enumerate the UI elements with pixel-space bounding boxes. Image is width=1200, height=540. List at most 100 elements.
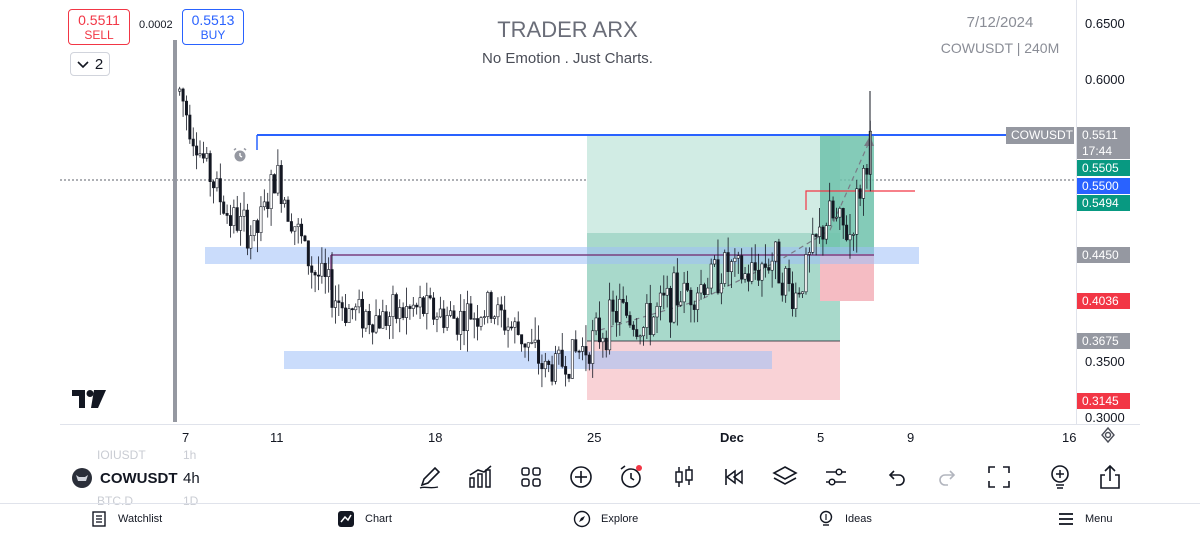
candle-body	[435, 316, 439, 320]
nav-ideas[interactable]: Ideas	[817, 510, 872, 528]
candle-body	[418, 297, 422, 308]
grid-icon[interactable]	[517, 463, 545, 491]
candle-body	[520, 334, 524, 345]
spread-value: 0.0002	[139, 19, 173, 31]
candle-body	[845, 224, 849, 241]
candle-body	[719, 283, 723, 294]
indicators-icon[interactable]	[466, 463, 494, 491]
share-icon[interactable]	[1096, 463, 1124, 491]
candle-body	[753, 262, 757, 271]
candle-body	[509, 326, 513, 329]
candle-body	[787, 268, 791, 284]
price-scale[interactable]	[1076, 0, 1140, 424]
interval-selector[interactable]: 4h	[183, 470, 200, 487]
candle-body	[614, 311, 618, 323]
candle-body	[506, 326, 510, 331]
candle-body	[567, 373, 571, 379]
candle-body	[608, 299, 612, 351]
chevron-down-icon	[77, 56, 89, 73]
settings-sliders-icon[interactable]	[822, 463, 850, 491]
candle-body	[655, 306, 659, 318]
symbol-selector[interactable]: COWUSDT	[72, 468, 178, 488]
candle-body	[428, 295, 432, 299]
candle-body	[597, 317, 601, 343]
time-tick: 11	[270, 430, 284, 445]
candle-body	[452, 310, 456, 319]
bulb-plus-icon[interactable]	[1046, 463, 1074, 491]
candle-body	[266, 201, 270, 210]
nav-watchlist-label: Watchlist	[118, 513, 163, 525]
candle-body	[696, 292, 700, 310]
candle-body	[381, 311, 385, 329]
candle-body	[472, 318, 476, 320]
candle-body	[689, 289, 693, 306]
candle-body	[364, 311, 368, 329]
settings-icon[interactable]	[1099, 426, 1117, 449]
candle-body	[550, 364, 554, 382]
candle-body	[726, 252, 730, 272]
time-tick: 7	[182, 430, 190, 445]
candle-body	[716, 259, 720, 294]
candles-group	[178, 86, 872, 388]
replay-icon[interactable]	[720, 463, 748, 491]
candle-body	[553, 353, 557, 382]
nav-watchlist[interactable]: Watchlist	[90, 510, 162, 528]
candle-body	[357, 298, 361, 308]
plus-circle-icon[interactable]	[567, 463, 595, 491]
candle-body	[560, 349, 564, 367]
candle-body	[794, 292, 798, 309]
candle-body	[296, 223, 300, 228]
candle-body	[645, 303, 649, 328]
level-price-label: 0.4450	[1077, 247, 1130, 263]
pencil-icon[interactable]	[416, 463, 444, 491]
buy-button[interactable]: 0.5513 BUY	[182, 9, 244, 45]
alarm-clock-icon[interactable]	[232, 147, 248, 166]
candle-body	[398, 307, 402, 319]
candle-body	[584, 346, 588, 356]
candle-body	[811, 234, 815, 253]
candle-body	[760, 263, 764, 281]
nav-menu[interactable]: Menu	[1057, 510, 1113, 528]
candle-body	[763, 263, 767, 268]
candle-body	[259, 206, 263, 233]
candle-body	[818, 226, 822, 237]
candle-body	[736, 255, 740, 259]
target-price-label: 0.5505	[1077, 160, 1130, 176]
candle-body	[377, 315, 381, 329]
candle-body	[181, 88, 185, 102]
layout-toggle-button[interactable]: 2	[70, 52, 110, 76]
candle-body	[313, 272, 317, 276]
redo-icon[interactable]	[934, 463, 962, 491]
candle-body	[283, 199, 287, 205]
buy-label: BUY	[200, 28, 226, 42]
time-axis[interactable]	[60, 424, 1140, 450]
sell-button[interactable]: 0.5511 SELL	[68, 9, 130, 45]
candle-body	[699, 284, 703, 294]
candle-body	[672, 272, 676, 323]
candle-body	[374, 315, 378, 333]
layers-icon[interactable]	[771, 463, 799, 491]
candle-body	[841, 208, 845, 226]
alarm-icon[interactable]	[617, 463, 645, 491]
fullscreen-icon[interactable]	[985, 463, 1013, 491]
candle-body	[455, 318, 459, 335]
undo-icon[interactable]	[882, 463, 910, 491]
nav-explore[interactable]: Explore	[573, 510, 638, 528]
candle-body	[195, 145, 199, 156]
entry-price-label: 0.5494	[1077, 195, 1130, 211]
candle-body	[652, 316, 656, 335]
candles-icon[interactable]	[670, 463, 698, 491]
candle-body	[682, 282, 686, 303]
candle-body	[289, 221, 293, 232]
tradingview-logo-icon[interactable]	[72, 388, 106, 414]
candle-body	[625, 302, 629, 316]
candle-body	[442, 308, 446, 328]
candle-body	[855, 188, 859, 235]
candle-body	[239, 216, 243, 231]
candle-body	[347, 308, 351, 323]
nav-chart[interactable]: Chart	[337, 510, 392, 528]
candle-body	[449, 310, 453, 316]
candle-body	[865, 168, 869, 175]
watermark-subtitle: No Emotion . Just Charts.	[482, 50, 653, 67]
